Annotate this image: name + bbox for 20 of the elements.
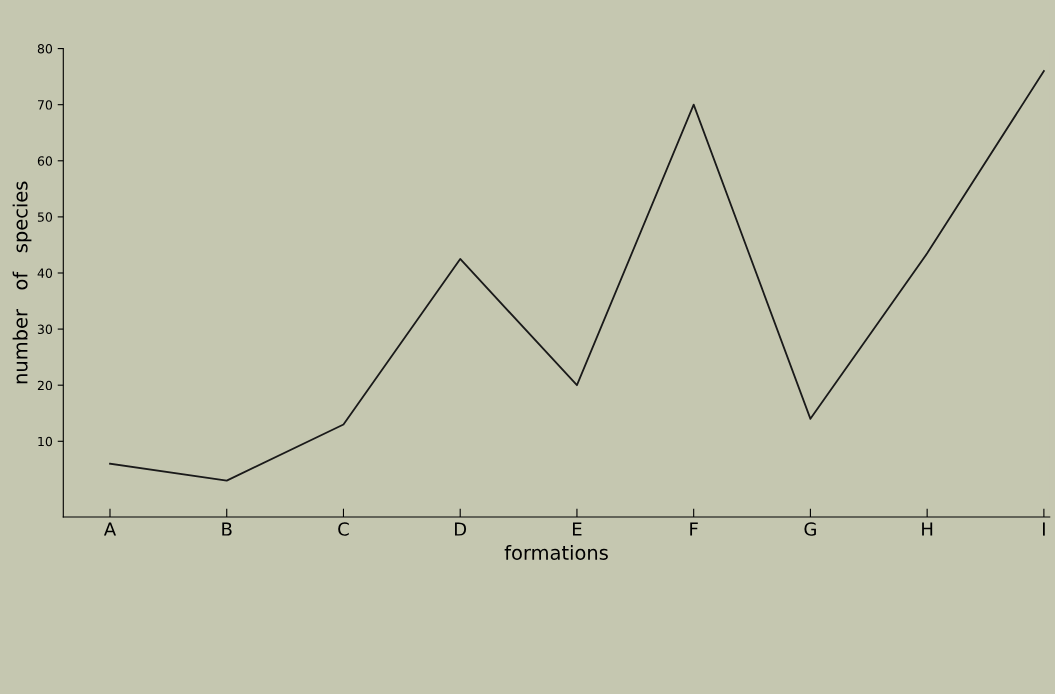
y-tick-label: 30 — [37, 324, 53, 335]
y-tick-label: 50 — [37, 212, 53, 222]
x-tick-label: F — [690, 522, 698, 536]
line-series — [109, 70, 1045, 482]
y-tick-label: 60 — [37, 156, 53, 166]
x-axis-title: formations — [504, 544, 608, 560]
x-tick-label: B — [222, 522, 232, 536]
x-tick-label: D — [455, 522, 467, 536]
y-tick-label: 80 — [37, 44, 53, 54]
x-tick-label: A — [103, 522, 117, 536]
y-tick-label: 20 — [37, 380, 53, 391]
y-tick-label: 40 — [37, 268, 53, 278]
x-tick-label: C — [338, 522, 349, 536]
y-tick-label: 70 — [38, 100, 53, 110]
y-axis-title: number of species — [12, 181, 32, 384]
x-tick-label: I — [1043, 522, 1045, 536]
y-tick-label: 10 — [38, 436, 53, 447]
x-tick-label: G — [804, 522, 816, 536]
x-tick-label: H — [922, 522, 933, 536]
x-tick-label: E — [573, 522, 582, 536]
